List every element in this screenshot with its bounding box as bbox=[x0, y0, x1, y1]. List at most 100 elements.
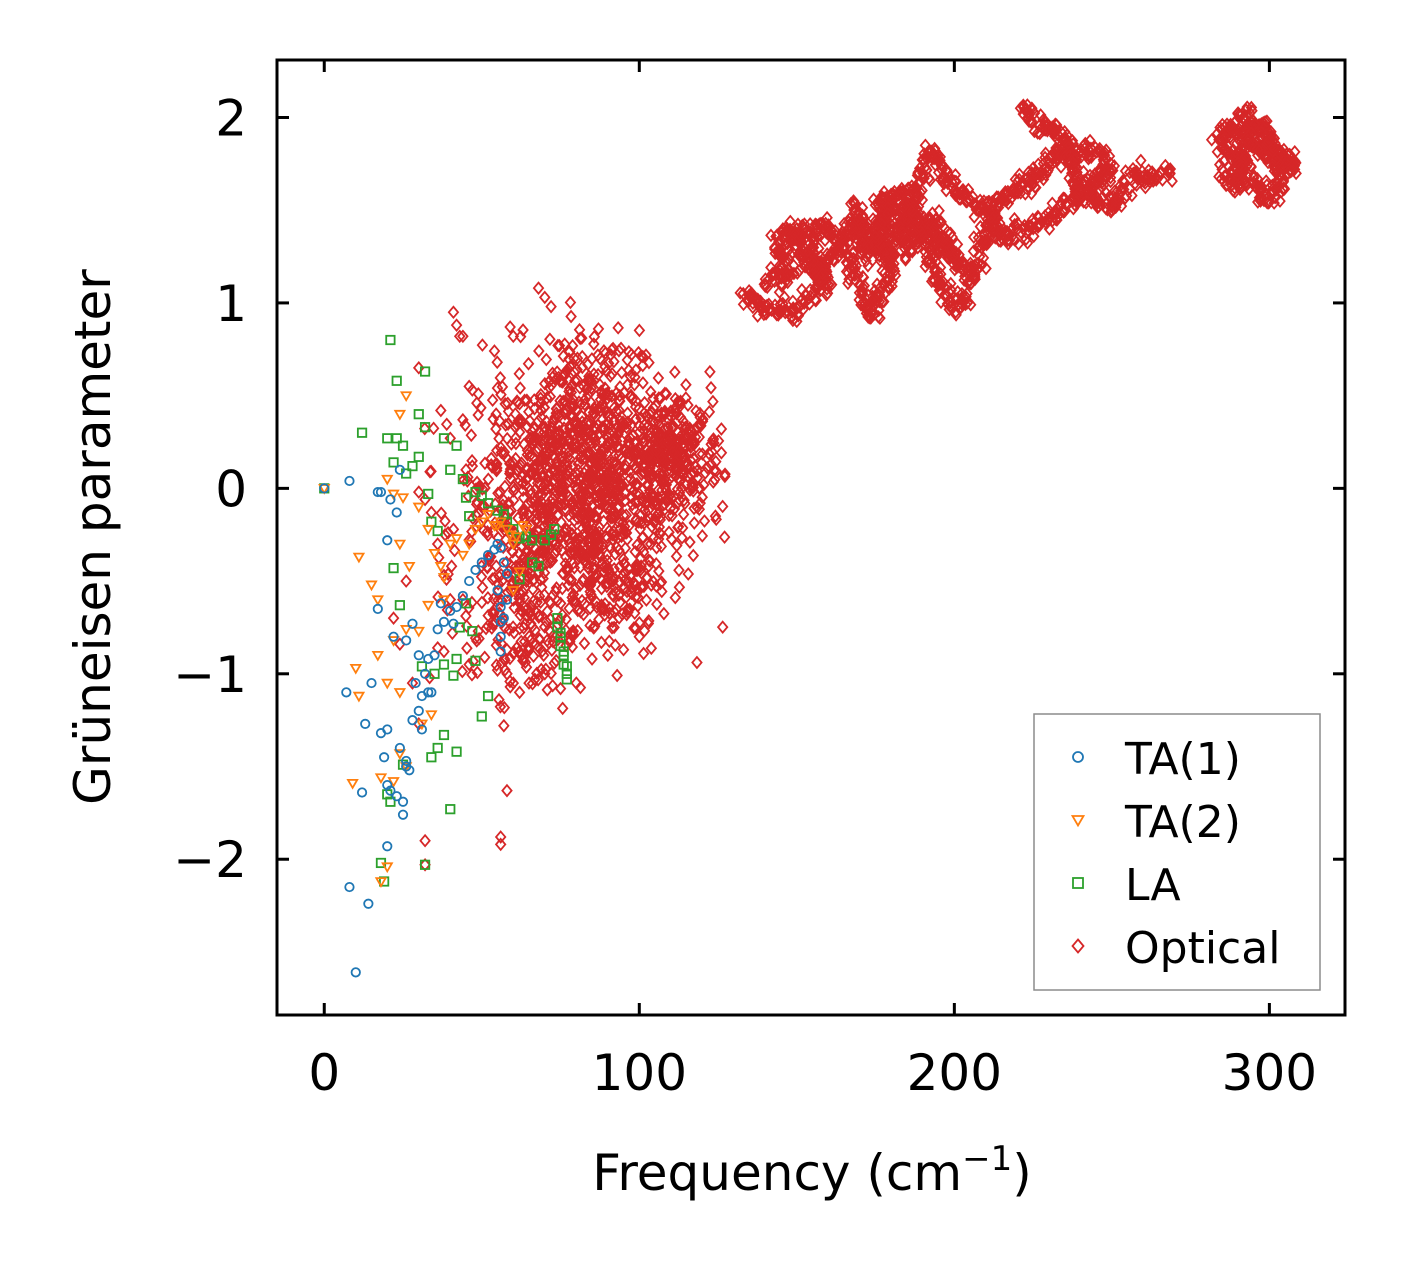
data-point-optical bbox=[1223, 160, 1235, 174]
data-point-optical bbox=[1082, 151, 1095, 166]
data-point-optical bbox=[587, 405, 600, 420]
data-point-optical bbox=[816, 266, 829, 281]
data-point-optical bbox=[457, 329, 469, 344]
data-point-optical bbox=[597, 514, 610, 529]
data-point-optical bbox=[595, 581, 608, 596]
data-point-optical bbox=[535, 662, 548, 677]
data-point-optical bbox=[653, 417, 665, 432]
data-point-optical bbox=[878, 252, 891, 267]
data-point-optical bbox=[662, 421, 674, 435]
data-point-optical bbox=[461, 474, 474, 488]
legend: TA(1) TA(2) LA Optical bbox=[1033, 713, 1321, 991]
data-point-optical bbox=[514, 587, 527, 601]
data-point-optical bbox=[579, 596, 591, 611]
data-point-optical bbox=[615, 365, 628, 380]
data-point-optical bbox=[1025, 114, 1038, 129]
data-point-optical bbox=[863, 230, 875, 245]
data-point-optical bbox=[603, 606, 616, 621]
data-point-optical bbox=[955, 260, 967, 274]
data-point-optical bbox=[560, 530, 572, 545]
data-point-optical bbox=[656, 451, 668, 466]
data-point-optical bbox=[1126, 188, 1138, 203]
data-point-optical bbox=[423, 670, 436, 685]
data-point-optical bbox=[652, 371, 665, 385]
data-point-optical bbox=[578, 397, 591, 412]
data-point-optical bbox=[766, 267, 778, 281]
data-point-optical bbox=[628, 377, 641, 392]
legend-label: TA(2) bbox=[1124, 797, 1241, 848]
data-point-optical bbox=[669, 401, 682, 415]
data-point-optical bbox=[607, 483, 620, 497]
data-point-optical bbox=[487, 525, 500, 540]
data-point-optical bbox=[640, 408, 653, 423]
data-point-ta2 bbox=[434, 561, 448, 573]
data-point-optical bbox=[400, 574, 412, 588]
data-point-optical bbox=[637, 376, 649, 390]
data-point-optical bbox=[1166, 174, 1178, 189]
data-point-optical bbox=[882, 200, 894, 215]
data-point-la bbox=[391, 433, 402, 444]
y-tick-label: 0 bbox=[215, 460, 247, 518]
data-point-optical bbox=[541, 458, 553, 473]
data-point-optical bbox=[596, 573, 609, 588]
data-point-la bbox=[451, 440, 462, 451]
data-point-optical bbox=[805, 240, 818, 254]
data-point-optical bbox=[545, 596, 557, 610]
data-point-optical bbox=[586, 523, 599, 538]
data-point-optical bbox=[670, 538, 683, 553]
data-point-optical bbox=[580, 549, 593, 564]
data-point-optical bbox=[1216, 162, 1228, 177]
data-point-optical bbox=[612, 439, 625, 454]
data-point-optical bbox=[929, 235, 941, 250]
data-point-optical bbox=[937, 172, 950, 187]
data-point-optical bbox=[1232, 147, 1244, 162]
data-point-optical bbox=[438, 644, 450, 659]
data-point-optical bbox=[521, 497, 534, 512]
data-point-optical bbox=[605, 343, 618, 357]
data-point-optical bbox=[492, 593, 504, 608]
data-point-optical bbox=[515, 456, 528, 470]
data-point-optical bbox=[1265, 185, 1277, 200]
data-point-ta1 bbox=[501, 568, 513, 579]
data-point-optical bbox=[486, 393, 499, 408]
data-point-optical bbox=[533, 344, 545, 358]
data-point-optical bbox=[855, 298, 867, 312]
data-point-optical bbox=[951, 257, 964, 271]
data-point-optical bbox=[539, 483, 552, 498]
data-point-optical bbox=[715, 422, 728, 436]
data-point-optical bbox=[485, 451, 498, 466]
data-point-optical bbox=[595, 557, 608, 572]
data-point-optical bbox=[567, 625, 579, 639]
data-point-optical bbox=[533, 589, 546, 604]
data-point-ta2 bbox=[507, 539, 520, 551]
data-point-optical bbox=[737, 297, 750, 312]
data-point-optical bbox=[599, 346, 612, 360]
data-point-optical bbox=[876, 191, 888, 205]
data-point-optical bbox=[911, 168, 924, 183]
data-point-optical bbox=[527, 573, 539, 588]
data-point-ta2 bbox=[507, 586, 520, 597]
data-point-optical bbox=[688, 465, 700, 480]
data-point-ta1 bbox=[394, 742, 405, 754]
data-point-optical bbox=[694, 496, 706, 510]
data-point-optical bbox=[540, 662, 552, 677]
data-point-optical bbox=[616, 516, 629, 530]
data-point-optical bbox=[642, 448, 655, 463]
data-point-optical bbox=[523, 413, 536, 428]
data-point-optical bbox=[573, 602, 586, 617]
data-point-optical bbox=[581, 556, 594, 571]
data-point-optical bbox=[822, 252, 835, 266]
data-point-la bbox=[448, 670, 459, 681]
data-point-optical bbox=[485, 458, 498, 472]
data-point-optical bbox=[507, 480, 520, 495]
data-point-optical bbox=[555, 434, 568, 449]
data-point-optical bbox=[691, 464, 703, 478]
data-point-optical bbox=[952, 297, 965, 312]
data-point-optical bbox=[929, 157, 942, 172]
data-point-optical bbox=[675, 481, 688, 495]
data-point-ta2 bbox=[403, 561, 416, 573]
data-point-optical bbox=[569, 373, 581, 388]
data-point-optical bbox=[624, 471, 636, 486]
data-point-optical bbox=[1231, 128, 1244, 142]
data-point-optical bbox=[918, 146, 930, 161]
